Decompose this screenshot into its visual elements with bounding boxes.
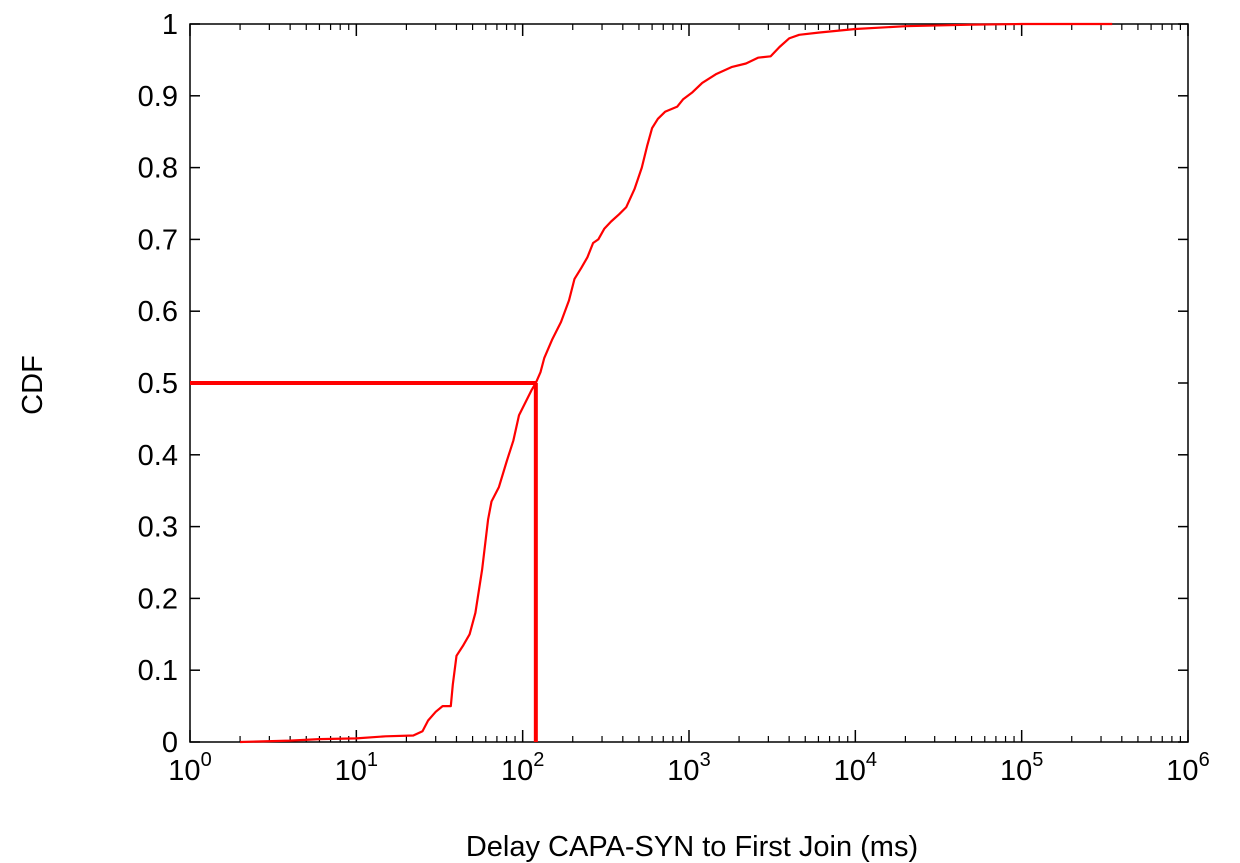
x-tick-label: 103 <box>667 749 710 787</box>
y-tick-label: 0.2 <box>138 583 178 615</box>
x-tick-label: 104 <box>834 749 877 787</box>
y-tick-label: 0.5 <box>138 368 178 400</box>
x-tick-label: 101 <box>335 749 378 787</box>
x-tick-label: 100 <box>168 749 211 787</box>
x-tick-label: 102 <box>501 749 544 787</box>
x-axis-label: Delay CAPA-SYN to First Join (ms) <box>466 831 918 863</box>
y-tick-label: 0.1 <box>138 655 178 687</box>
series-group <box>190 22 1113 744</box>
y-tick-label: 0.4 <box>138 440 178 472</box>
x-tick-base: 10 <box>501 755 533 787</box>
x-tick-exponent: 5 <box>1032 749 1043 771</box>
y-tick-label: 0 <box>162 727 178 759</box>
x-tick-base: 10 <box>667 755 699 787</box>
x-tick-base: 10 <box>168 755 200 787</box>
x-tick-exponent: 4 <box>866 749 877 771</box>
x-tick-base: 10 <box>1166 755 1198 787</box>
y-tick-label: 0.7 <box>138 224 178 256</box>
x-tick-exponent: 0 <box>201 749 212 771</box>
y-tick-label: 0.3 <box>138 512 178 544</box>
y-tick-label: 0.9 <box>138 81 178 113</box>
x-tick-label: 106 <box>1166 749 1209 787</box>
y-tick-label: 0.8 <box>138 153 178 185</box>
x-tick-base: 10 <box>335 755 367 787</box>
x-tick-exponent: 6 <box>1199 749 1210 771</box>
x-tick-label: 105 <box>1000 749 1043 787</box>
y-tick-label: 1 <box>162 9 178 41</box>
y-axis-label: CDF <box>17 355 49 415</box>
x-tick-exponent: 2 <box>533 749 544 771</box>
x-tick-exponent: 1 <box>367 749 378 771</box>
y-tick-label: 0.6 <box>138 296 178 328</box>
x-tick-base: 10 <box>834 755 866 787</box>
x-tick-exponent: 3 <box>700 749 711 771</box>
x-tick-base: 10 <box>1000 755 1032 787</box>
cdf-series-line <box>240 22 1113 744</box>
